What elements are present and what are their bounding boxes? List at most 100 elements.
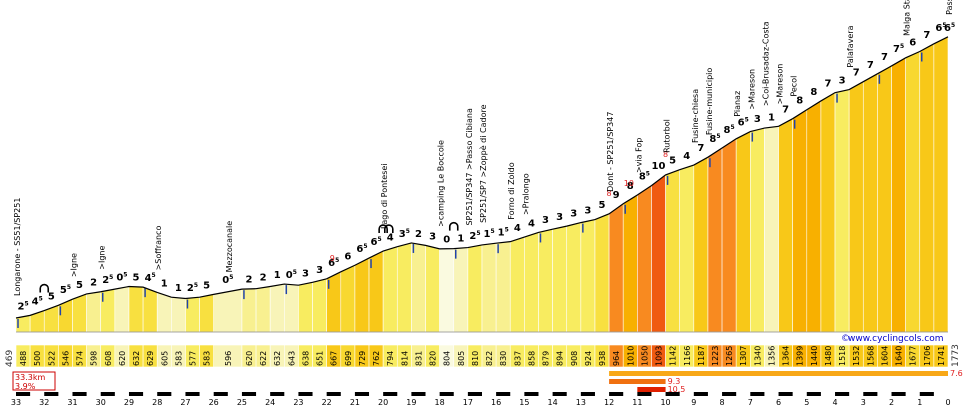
km-axis-stripe <box>905 392 920 396</box>
profile-segment <box>156 291 172 333</box>
steep-section-bar <box>609 371 948 376</box>
altitude-value: 598 <box>90 351 99 366</box>
altitude-value: 908 <box>570 351 579 366</box>
gradient-decimal: 5 <box>406 228 410 235</box>
altitude-value: 629 <box>146 351 155 366</box>
place-labels: Longarone - SS51/SP251 >Igne >Igne >Soffran… <box>13 0 954 296</box>
altitude-value: 822 <box>485 351 494 366</box>
profile-segment <box>411 242 426 333</box>
km-axis-stripe <box>792 392 807 396</box>
gradient-label: 85 <box>709 133 720 145</box>
place-label: Forno di Zoldo <box>507 162 516 219</box>
km-axis-stripe <box>679 392 694 396</box>
gradient-label: 8 <box>796 96 803 107</box>
profile-segment <box>128 286 144 333</box>
altitude-value: 858 <box>527 351 536 366</box>
distance-label: 33.3km <box>15 373 45 382</box>
gradient-label: 2 <box>246 275 253 286</box>
altitude-value: 879 <box>542 351 551 366</box>
km-tick-label: 27 <box>180 398 190 407</box>
altitude-value: 830 <box>499 351 508 366</box>
profile-outline <box>15 36 949 333</box>
gradient-label: 65 <box>371 236 382 248</box>
place-label: SP251/SP347 >Passo Cibiana <box>465 108 474 226</box>
steep-section-label: 10.5 <box>668 385 686 394</box>
gradient-decimal: 5 <box>377 236 381 243</box>
altitude-value: 1518 <box>838 346 847 366</box>
profile-segment <box>453 247 469 333</box>
gradient-label: 3 <box>754 114 761 125</box>
profile-segment <box>679 164 695 333</box>
profile-segment <box>778 118 793 333</box>
altitude-value: 1568 <box>866 346 875 366</box>
profile-segment <box>707 147 723 333</box>
altitude-value: 643 <box>287 351 296 366</box>
summary-box <box>12 371 56 391</box>
steep-section-bar <box>609 379 666 384</box>
gradient-label: 65 <box>944 22 955 34</box>
altitude-value: 1166 <box>683 346 692 366</box>
altitude-value: 632 <box>132 351 141 366</box>
gradient-label: 5 <box>203 280 210 291</box>
gradient-label: 3 <box>542 215 549 226</box>
start-altitude: 469 <box>5 350 15 367</box>
km-axis-stripe <box>284 392 299 396</box>
km-tick-label: 16 <box>491 398 501 407</box>
tunnel-icon <box>384 224 394 234</box>
km-axis-stripe <box>849 392 864 396</box>
website-label[interactable]: www.cyclingcols.com <box>848 334 943 344</box>
profile-segment <box>213 288 243 333</box>
place-label: Malga Staulanza <box>903 0 912 36</box>
gradient-decimal: 5 <box>109 274 113 281</box>
tunnel-icon <box>378 224 388 234</box>
altitude-value: 1399 <box>796 346 805 366</box>
gradient-decimal: 5 <box>24 300 28 307</box>
km-axis-stripe <box>340 392 355 396</box>
gradient-decimal: 5 <box>900 43 904 50</box>
gradient-label: 1 <box>175 283 182 294</box>
gradient-label: 6 <box>344 251 351 262</box>
profile-segment <box>905 51 921 333</box>
gradient-label: 1 <box>161 278 168 289</box>
profile-segment <box>467 244 483 333</box>
profile-segment <box>425 244 440 333</box>
km-tick-label: 13 <box>576 398 586 407</box>
place-label: Passo Staulanza <box>945 0 954 15</box>
gradient-label: 10 <box>652 161 666 172</box>
altitude-value: 1142 <box>669 346 678 366</box>
km-axis-stripe <box>397 392 412 396</box>
place-label: >Mareson <box>747 69 756 110</box>
profile-segment <box>665 169 680 333</box>
profile-segment <box>792 109 808 333</box>
gradient-decimal: 5 <box>646 171 650 178</box>
gradient-label: 7 <box>697 143 704 154</box>
km-tick-label: 21 <box>350 398 360 407</box>
steepest-sections: 7.6 9.310.5 <box>609 369 963 394</box>
gradient-label: 15 <box>498 227 509 239</box>
gradient-label: 5 <box>669 156 676 167</box>
profile-segment <box>750 127 765 333</box>
km-tick-label: 6 <box>776 398 781 407</box>
km-tick-label: 26 <box>209 398 219 407</box>
altitude-value: 894 <box>556 351 565 366</box>
profile-segment <box>396 242 412 333</box>
km-tick-label: 12 <box>604 398 614 407</box>
km-tick-label: 3 <box>861 398 866 407</box>
km-axis-stripe <box>199 392 214 396</box>
steep-section-label: 9.3 <box>668 377 681 386</box>
altitude-value: 546 <box>61 351 70 366</box>
altitude-value: 1265 <box>725 346 734 366</box>
gradient-labels: 25 45 555 5 2 25 05 5 451 1 25 5 05 2 2 1 05 3 365 665 65 4 35… <box>17 22 955 313</box>
km-tick-label: 5 <box>804 398 809 407</box>
gradient-label: 5 <box>76 280 83 291</box>
profile-segment <box>594 213 610 333</box>
profile-segment <box>721 138 737 333</box>
gradient-label: 0 <box>443 235 450 246</box>
avg-gradient-label: 3.9% <box>15 382 36 391</box>
red-grade-mark: 9 <box>330 254 335 263</box>
profile-segment <box>637 185 652 333</box>
profile-segment <box>269 283 285 333</box>
gradient-label: 85 <box>724 124 735 136</box>
profile-segment <box>651 174 666 333</box>
profile-line <box>15 36 949 319</box>
